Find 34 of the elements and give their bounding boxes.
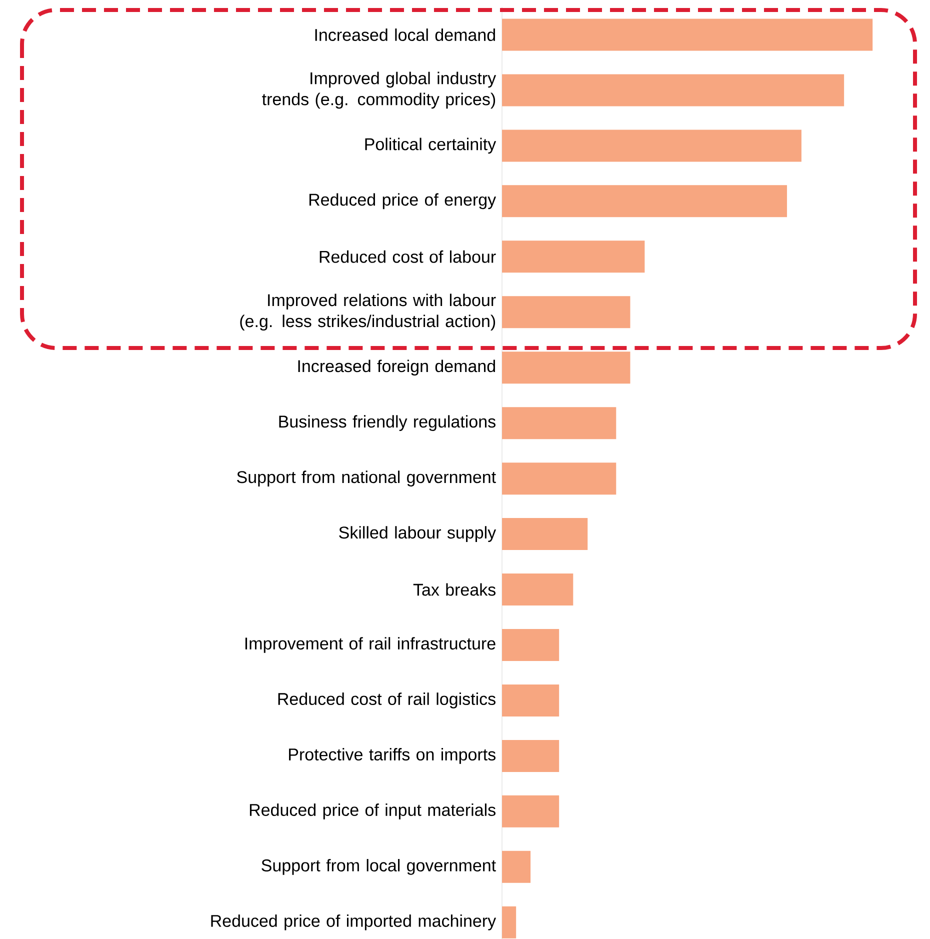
- y-tick-label: Reduced price of imported machinery: [211, 914, 496, 930]
- y-tick-label: Protective tariffs on imports: [289, 748, 496, 764]
- y-tick-label: Political certainity: [365, 138, 496, 154]
- bar: [502, 574, 574, 606]
- bar: [502, 240, 645, 273]
- y-tick-label: Improved relations with labour (e.g. less strikes/industrial action): [240, 294, 496, 331]
- bar: [502, 352, 630, 384]
- bar: [502, 18, 873, 51]
- y-tick-label: Skilled labour supply: [339, 526, 496, 542]
- y-tick-label: Reduced cost of rail logistics: [278, 692, 496, 708]
- y-tick-label: Reduced price of input materials: [250, 804, 496, 820]
- y-tick-label: Support from national government: [237, 470, 496, 486]
- bar: [502, 518, 588, 550]
- y-tick-label: Business friendly regulations: [279, 415, 496, 432]
- bar: [502, 74, 844, 106]
- bar: [502, 296, 630, 328]
- bar: [502, 407, 616, 440]
- y-tick-label: Increased local demand: [315, 28, 495, 41]
- bar: [502, 740, 560, 772]
- bar: [502, 795, 560, 828]
- y-tick-label: Tax breaks: [413, 583, 496, 596]
- y-tick-label: Improvement of rail infrastructure: [245, 637, 496, 653]
- y-tick-label: Reduced price of energy: [309, 193, 496, 210]
- y-tick-label: Improved global industry trends (e.g. commodity prices): [262, 72, 496, 109]
- bar: [502, 185, 787, 218]
- bar: [502, 462, 616, 495]
- y-tick-label: Reduced cost of labour: [320, 250, 496, 263]
- y-tick-label: Support from local government: [262, 858, 496, 875]
- bar: [502, 684, 560, 716]
- bar: [502, 628, 560, 661]
- bar: [502, 130, 802, 162]
- y-tick-label: Increased foreign demand: [298, 360, 495, 376]
- bar: [502, 906, 516, 938]
- bar: [502, 850, 531, 883]
